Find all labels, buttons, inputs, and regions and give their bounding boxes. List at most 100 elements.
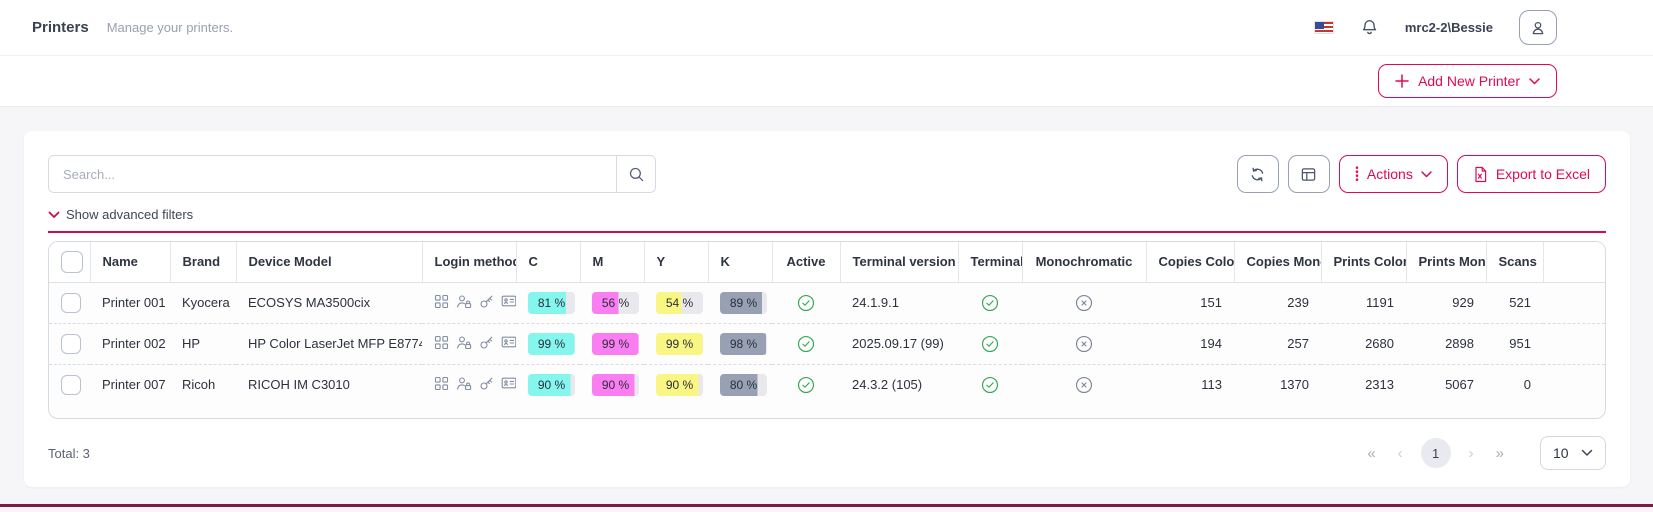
cell-k: 98 % xyxy=(708,322,772,364)
total-count-label: Total: 3 xyxy=(48,445,90,461)
column-header-scans: Scans xyxy=(1486,242,1544,283)
add-new-printer-button[interactable]: Add New Printer xyxy=(1378,64,1557,98)
cell-monochromatic xyxy=(1022,322,1146,364)
search-input[interactable] xyxy=(49,156,616,192)
action-bar: Add New Printer xyxy=(0,56,1653,107)
cell-m: 56 % xyxy=(580,282,644,323)
cell-login xyxy=(422,363,516,405)
cell-copies_mono: 257 xyxy=(1234,322,1321,364)
select-all-header xyxy=(49,242,91,283)
column-header-active: Active xyxy=(772,242,841,283)
cell-y: 90 % xyxy=(644,363,708,405)
cell-scans: 951 xyxy=(1486,322,1543,364)
cell-select xyxy=(49,363,90,405)
next-page-button[interactable]: › xyxy=(1465,445,1478,462)
show-advanced-filters-toggle[interactable]: Show advanced filters xyxy=(48,207,193,222)
columns-button[interactable] xyxy=(1287,155,1330,193)
cell-terminal xyxy=(958,282,1022,323)
check-circle-icon xyxy=(981,335,999,353)
table-row: Printer 007 Ricoh RICOH IM C3010 90 % 90 % 90… xyxy=(49,363,1605,405)
search-icon xyxy=(629,167,643,181)
column-header-brand: Brand xyxy=(170,242,237,283)
page-size-select[interactable]: 10 xyxy=(1540,436,1606,470)
toner-level-badge: 99 % xyxy=(528,332,575,355)
plus-icon xyxy=(1395,74,1409,88)
cell-terminal_version: 24.3.2 (105) xyxy=(840,363,958,405)
current-page-button[interactable]: 1 xyxy=(1420,438,1451,468)
toner-level-badge: 54 % xyxy=(656,291,703,314)
toner-level-badge: 90 % xyxy=(592,373,639,396)
cell-prints_color: 2313 xyxy=(1321,363,1406,405)
cell-select xyxy=(49,322,90,364)
cell-terminal xyxy=(958,322,1022,364)
cell-c: 81 % xyxy=(516,282,580,323)
check-circle-icon xyxy=(797,335,815,353)
x-circle-icon xyxy=(1075,335,1093,353)
x-circle-icon xyxy=(1075,294,1093,312)
refresh-button[interactable] xyxy=(1236,155,1279,193)
cell-prints_mono: 929 xyxy=(1452,295,1474,310)
user-lock-icon xyxy=(456,335,472,353)
column-header-model: Device Model xyxy=(236,242,423,283)
filler-cell xyxy=(1543,322,1605,364)
column-header-m: M xyxy=(580,242,645,283)
column-header-copies_mono: Copies Mono xyxy=(1234,242,1322,283)
chevron-down-icon xyxy=(1529,77,1540,84)
toner-level-badge: 80 % xyxy=(720,373,767,396)
cell-copies_mono: 239 xyxy=(1287,295,1309,310)
column-header-terminal_version: Terminal version xyxy=(840,242,959,283)
key-icon xyxy=(479,376,494,394)
page-subtitle: Manage your printers. xyxy=(106,20,234,35)
key-icon xyxy=(479,294,494,312)
toner-level-badge: 98 % xyxy=(720,332,767,355)
username-label: mrc2-2\Bessie xyxy=(1404,20,1493,35)
cell-active xyxy=(772,282,840,323)
cell-terminal_version: 2025.09.17 (99) xyxy=(840,322,958,364)
actions-button[interactable]: Actions xyxy=(1338,155,1448,193)
chevron-down-icon xyxy=(48,211,60,218)
cell-brand: HP xyxy=(170,322,236,364)
export-to-excel-button[interactable]: Export to Excel xyxy=(1456,155,1606,193)
pin-grid-icon xyxy=(434,376,449,394)
notifications-bell-icon[interactable] xyxy=(1360,18,1379,37)
cell-c: 99 % xyxy=(516,322,580,364)
column-header-prints_mono: Prints Mono xyxy=(1406,242,1487,283)
cell-scans: 521 xyxy=(1509,295,1531,310)
pin-grid-icon xyxy=(434,335,449,353)
cell-prints_color: 2680 xyxy=(1321,322,1406,364)
id-card-icon xyxy=(501,335,516,352)
last-page-button[interactable]: » xyxy=(1492,445,1508,462)
cell-name: Printer 007 xyxy=(90,363,170,405)
language-flag-icon[interactable] xyxy=(1313,21,1334,34)
column-header-prints_color: Prints Color xyxy=(1321,242,1407,283)
column-header-name: Name xyxy=(90,242,171,283)
cell-prints_mono: 5067 xyxy=(1406,363,1486,405)
cell-k: 89 % xyxy=(708,282,772,323)
user-avatar-button[interactable] xyxy=(1519,10,1557,45)
cell-brand: Kyocera xyxy=(182,295,230,310)
search-button[interactable] xyxy=(616,156,655,192)
cell-model: ECOSYS MA3500cix xyxy=(248,295,371,310)
user-lock-icon xyxy=(456,294,472,312)
cell-model: HP Color LaserJet MFP E87740 xyxy=(236,322,422,364)
user-lock-icon xyxy=(456,376,472,394)
cell-copies_color: 151 xyxy=(1200,295,1222,310)
filters-divider xyxy=(48,231,1606,233)
toner-level-badge: 99 % xyxy=(656,332,703,355)
column-header-terminal: Terminal xyxy=(958,242,1023,283)
cell-select xyxy=(49,282,90,323)
table-row: Printer 001 Kyocera ECOSYS MA3500cix 81 % 56… xyxy=(49,282,1605,323)
cell-y: 54 % xyxy=(644,282,708,323)
row-checkbox[interactable] xyxy=(61,292,81,313)
row-checkbox[interactable] xyxy=(61,333,81,354)
row-checkbox[interactable] xyxy=(61,374,81,395)
cell-prints_mono: 2898 xyxy=(1406,322,1486,364)
prev-page-button[interactable]: ‹ xyxy=(1394,445,1407,462)
select-all-checkbox[interactable] xyxy=(61,250,83,273)
first-page-button[interactable]: « xyxy=(1363,445,1379,462)
cell-active xyxy=(772,363,840,405)
cell-m: 99 % xyxy=(580,322,644,364)
column-header-y: Y xyxy=(644,242,709,283)
column-header-login: Login methods xyxy=(422,242,517,283)
